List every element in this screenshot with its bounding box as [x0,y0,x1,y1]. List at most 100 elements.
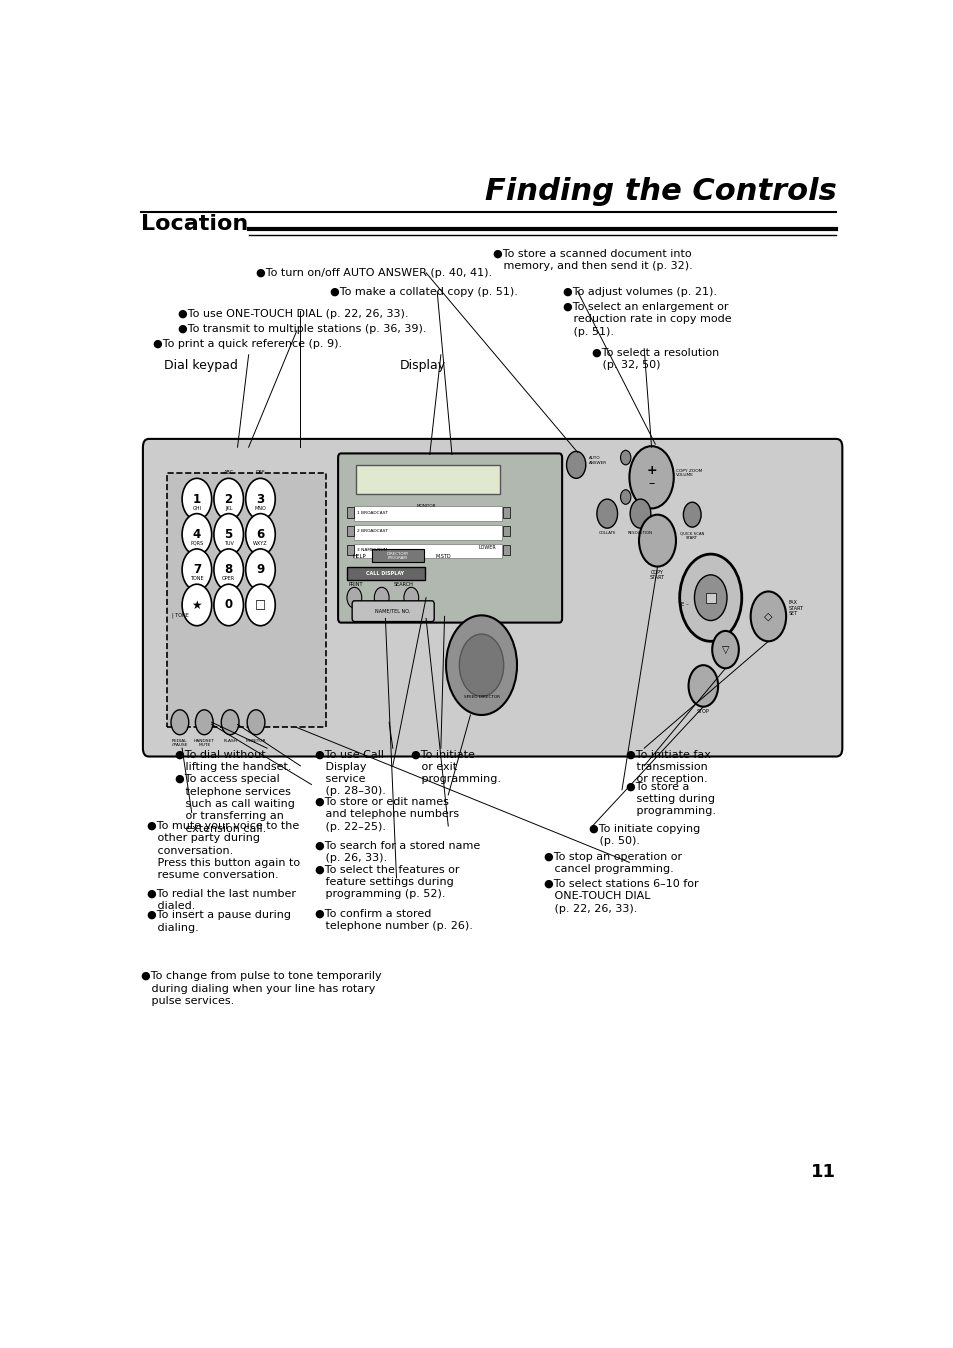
Text: ●To select the features or
   feature settings during
   programming (p. 52).: ●To select the features or feature setti… [314,864,459,899]
Text: □: □ [254,599,266,612]
Text: ●To select stations 6–10 for
   ONE-TOUCH DIAL
   (p. 22, 26, 33).: ●To select stations 6–10 for ONE-TOUCH D… [544,879,699,914]
Bar [502,526,509,537]
Text: ★: ★ [192,599,202,612]
Circle shape [629,446,673,508]
Circle shape [213,584,243,625]
Text: DIRECTORY
PROGRAM: DIRECTORY PROGRAM [387,551,409,561]
Text: ●To change from pulse to tone temporarily
   during dialing when your line has r: ●To change from pulse to tone temporaril… [141,972,381,1006]
Text: ●To adjust volumes (p. 21).: ●To adjust volumes (p. 21). [562,287,716,298]
Text: FAX
START
SET: FAX START SET [787,600,802,616]
Text: ●To confirm a stored
   telephone number (p. 26).: ●To confirm a stored telephone number (p… [314,909,473,931]
Circle shape [639,515,676,566]
Circle shape [712,631,738,669]
Text: CALL DISPLAY: CALL DISPLAY [366,572,404,577]
Text: REDIAL
/PAUSE: REDIAL /PAUSE [172,739,188,747]
Text: TUV: TUV [224,541,233,546]
Text: ●To redial the last number
   dialed.: ●To redial the last number dialed. [147,888,296,911]
Text: COLLATE: COLLATE [598,531,616,535]
Circle shape [403,588,418,608]
Circle shape [688,665,718,706]
Text: 8: 8 [224,563,233,576]
FancyBboxPatch shape [337,453,561,623]
Text: 4: 4 [193,528,201,541]
Text: ●To initiate copying
   (p. 50).: ●To initiate copying (p. 50). [588,824,700,847]
Circle shape [195,710,213,735]
Bar [347,566,424,580]
Circle shape [182,514,212,555]
Bar [372,549,423,562]
Circle shape [213,479,243,520]
Circle shape [446,615,517,714]
Circle shape [182,584,212,625]
Text: ●To use Call
   Display
   service
   (p. 28–30).: ●To use Call Display service (p. 28–30). [314,749,386,797]
Circle shape [458,634,503,697]
Text: ●To store or edit names
   and telephone numbers
   (p. 22–25).: ●To store or edit names and telephone nu… [314,797,458,832]
Text: 2: 2 [224,492,233,506]
Text: 0: 0 [224,599,233,612]
Bar [502,545,509,555]
Text: MONITOR: MONITOR [246,739,266,743]
Text: ●To transmit to multiple stations (p. 36, 39).: ●To transmit to multiple stations (p. 36… [178,324,426,334]
Circle shape [246,514,275,555]
Bar [347,507,354,518]
Text: FLASH: FLASH [223,739,237,743]
Text: TONE: TONE [190,576,204,581]
Circle shape [619,489,630,504]
Text: Dial keypad: Dial keypad [164,359,237,372]
Text: ●To stop an operation or
   cancel programming.: ●To stop an operation or cancel programm… [544,852,681,875]
Text: STOP: STOP [697,709,709,713]
Text: NAME/TEL NO.: NAME/TEL NO. [375,609,410,613]
Text: ●To make a collated copy (p. 51).: ●To make a collated copy (p. 51). [330,287,517,298]
Text: Display: Display [400,359,446,372]
Text: COPY
START: COPY START [649,570,664,581]
Text: ●To mute your voice to the
   other party during
   conversation.
   Press this : ●To mute your voice to the other party d… [147,821,300,880]
Text: 1 BROADCAST: 1 BROADCAST [356,511,387,515]
Text: OPER: OPER [222,576,235,581]
Text: ●To store a scanned document into
   memory, and then send it (p. 32).: ●To store a scanned document into memory… [492,249,692,271]
Circle shape [619,450,630,465]
Text: E –: E – [680,603,688,608]
Text: ABC: ABC [223,470,233,476]
Text: 6: 6 [256,528,264,541]
Text: HELP: HELP [352,554,366,558]
Text: JKL: JKL [225,506,233,511]
Text: PRINT: PRINT [348,582,363,586]
Bar [354,526,501,539]
Text: ●To turn on/off AUTO ANSWER (p. 40, 41).: ●To turn on/off AUTO ANSWER (p. 40, 41). [255,268,492,278]
Text: PQRS: PQRS [190,541,203,546]
Circle shape [694,574,726,620]
Text: MNO: MNO [254,506,266,511]
Text: AUTO
ANSWER: AUTO ANSWER [588,457,606,465]
Text: ●To insert a pause during
   dialing.: ●To insert a pause during dialing. [147,910,291,933]
Circle shape [682,503,700,527]
Text: QUICK SCAN
START: QUICK SCAN START [679,531,703,539]
Bar [502,507,509,518]
Text: ●To store a
   setting during
   programming.: ●To store a setting during programming. [625,782,715,817]
Bar [167,473,326,728]
Text: 9: 9 [256,563,264,576]
Bar [347,526,354,537]
Text: 3: 3 [256,492,264,506]
Circle shape [213,549,243,590]
Circle shape [182,479,212,520]
Text: 1: 1 [193,492,201,506]
Text: 2 BROADCAST: 2 BROADCAST [356,530,387,534]
Text: ●To use ONE-TOUCH DIAL (p. 22, 26, 33).: ●To use ONE-TOUCH DIAL (p. 22, 26, 33). [178,309,409,319]
Text: ●To initiate fax
   transmission
   or reception.: ●To initiate fax transmission or recepti… [625,749,710,785]
Text: DEF: DEF [255,470,265,476]
Text: HANDSET
MUTE: HANDSET MUTE [193,739,214,747]
Text: 7: 7 [193,563,201,576]
Text: Location: Location [141,214,249,235]
Text: ●To select a resolution
   (p. 32, 50): ●To select a resolution (p. 32, 50) [592,348,719,369]
Text: ◇: ◇ [763,612,772,621]
Circle shape [750,592,785,642]
Bar [354,507,501,520]
Bar [355,465,499,493]
Text: ●To print a quick reference (p. 9).: ●To print a quick reference (p. 9). [152,340,341,349]
FancyBboxPatch shape [143,439,841,756]
Bar [705,593,715,603]
Text: LOWER: LOWER [478,546,496,550]
Text: COPY ZOOM
VOLUME: COPY ZOOM VOLUME [676,469,701,477]
Bar [347,545,354,555]
Circle shape [246,479,275,520]
